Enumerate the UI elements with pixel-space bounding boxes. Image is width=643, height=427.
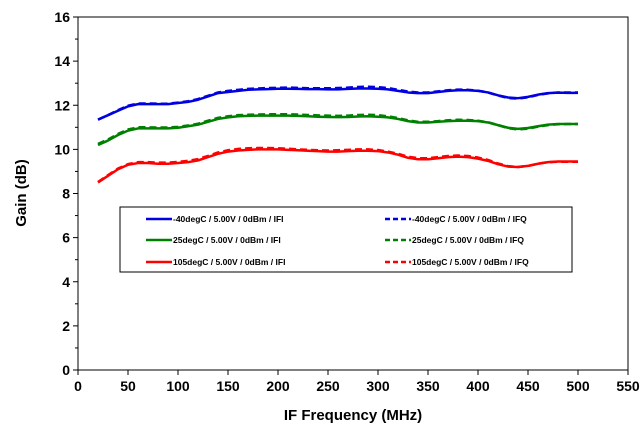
legend-label-6: 105degC / 5.00V / 0dBm / IFQ — [412, 257, 529, 267]
x-tick-label: 500 — [566, 378, 590, 394]
legend: -40degC / 5.00V / 0dBm / IFI -40degC / 5.… — [119, 206, 573, 273]
series-line-6 — [97, 146, 578, 184]
y-tick-label: 14 — [54, 53, 70, 69]
y-tick-label: 8 — [62, 186, 70, 202]
legend-box — [119, 206, 573, 273]
y-tick-label: 12 — [54, 97, 70, 113]
axis-ticks: 0 50 100 150 200 250 300 350 400 450 500 550 0 2 4 6 8 10… — [54, 9, 639, 394]
y-tick-label: 10 — [54, 141, 70, 157]
y-tick-label: 16 — [54, 9, 70, 25]
x-tick-label: 200 — [266, 378, 290, 394]
y-axis-title: Gain (dB) — [13, 159, 30, 227]
legend-label-5: 105degC / 5.00V / 0dBm / IFI — [173, 257, 285, 267]
x-tick-label: 50 — [120, 378, 136, 394]
legend-label-2: -40degC / 5.00V / 0dBm / IFQ — [412, 214, 527, 224]
legend-label-1: -40degC / 5.00V / 0dBm / IFI — [173, 214, 284, 224]
x-tick-label: 550 — [616, 378, 640, 394]
x-tick-label: 350 — [416, 378, 440, 394]
x-tick-label: 400 — [466, 378, 490, 394]
y-tick-label: 6 — [62, 230, 70, 246]
series-lines — [97, 85, 578, 184]
x-axis-title: IF Frequency (MHz) — [284, 407, 422, 424]
x-tick-label: 250 — [316, 378, 340, 394]
x-tick-label: 0 — [74, 378, 82, 394]
series-line-2 — [97, 85, 578, 121]
plot-area — [77, 16, 629, 371]
x-tick-label: 150 — [216, 378, 240, 394]
series-line-4 — [97, 113, 578, 146]
y-tick-label: 0 — [62, 362, 70, 378]
legend-label-3: 25degC / 5.00V / 0dBm / IFI — [173, 235, 281, 245]
legend-label-4: 25degC / 5.00V / 0dBm / IFQ — [412, 235, 524, 245]
x-tick-label: 100 — [166, 378, 190, 394]
x-tick-label: 300 — [366, 378, 390, 394]
y-tick-label: 2 — [62, 318, 70, 334]
y-tick-label: 4 — [62, 274, 70, 290]
x-tick-label: 450 — [516, 378, 540, 394]
